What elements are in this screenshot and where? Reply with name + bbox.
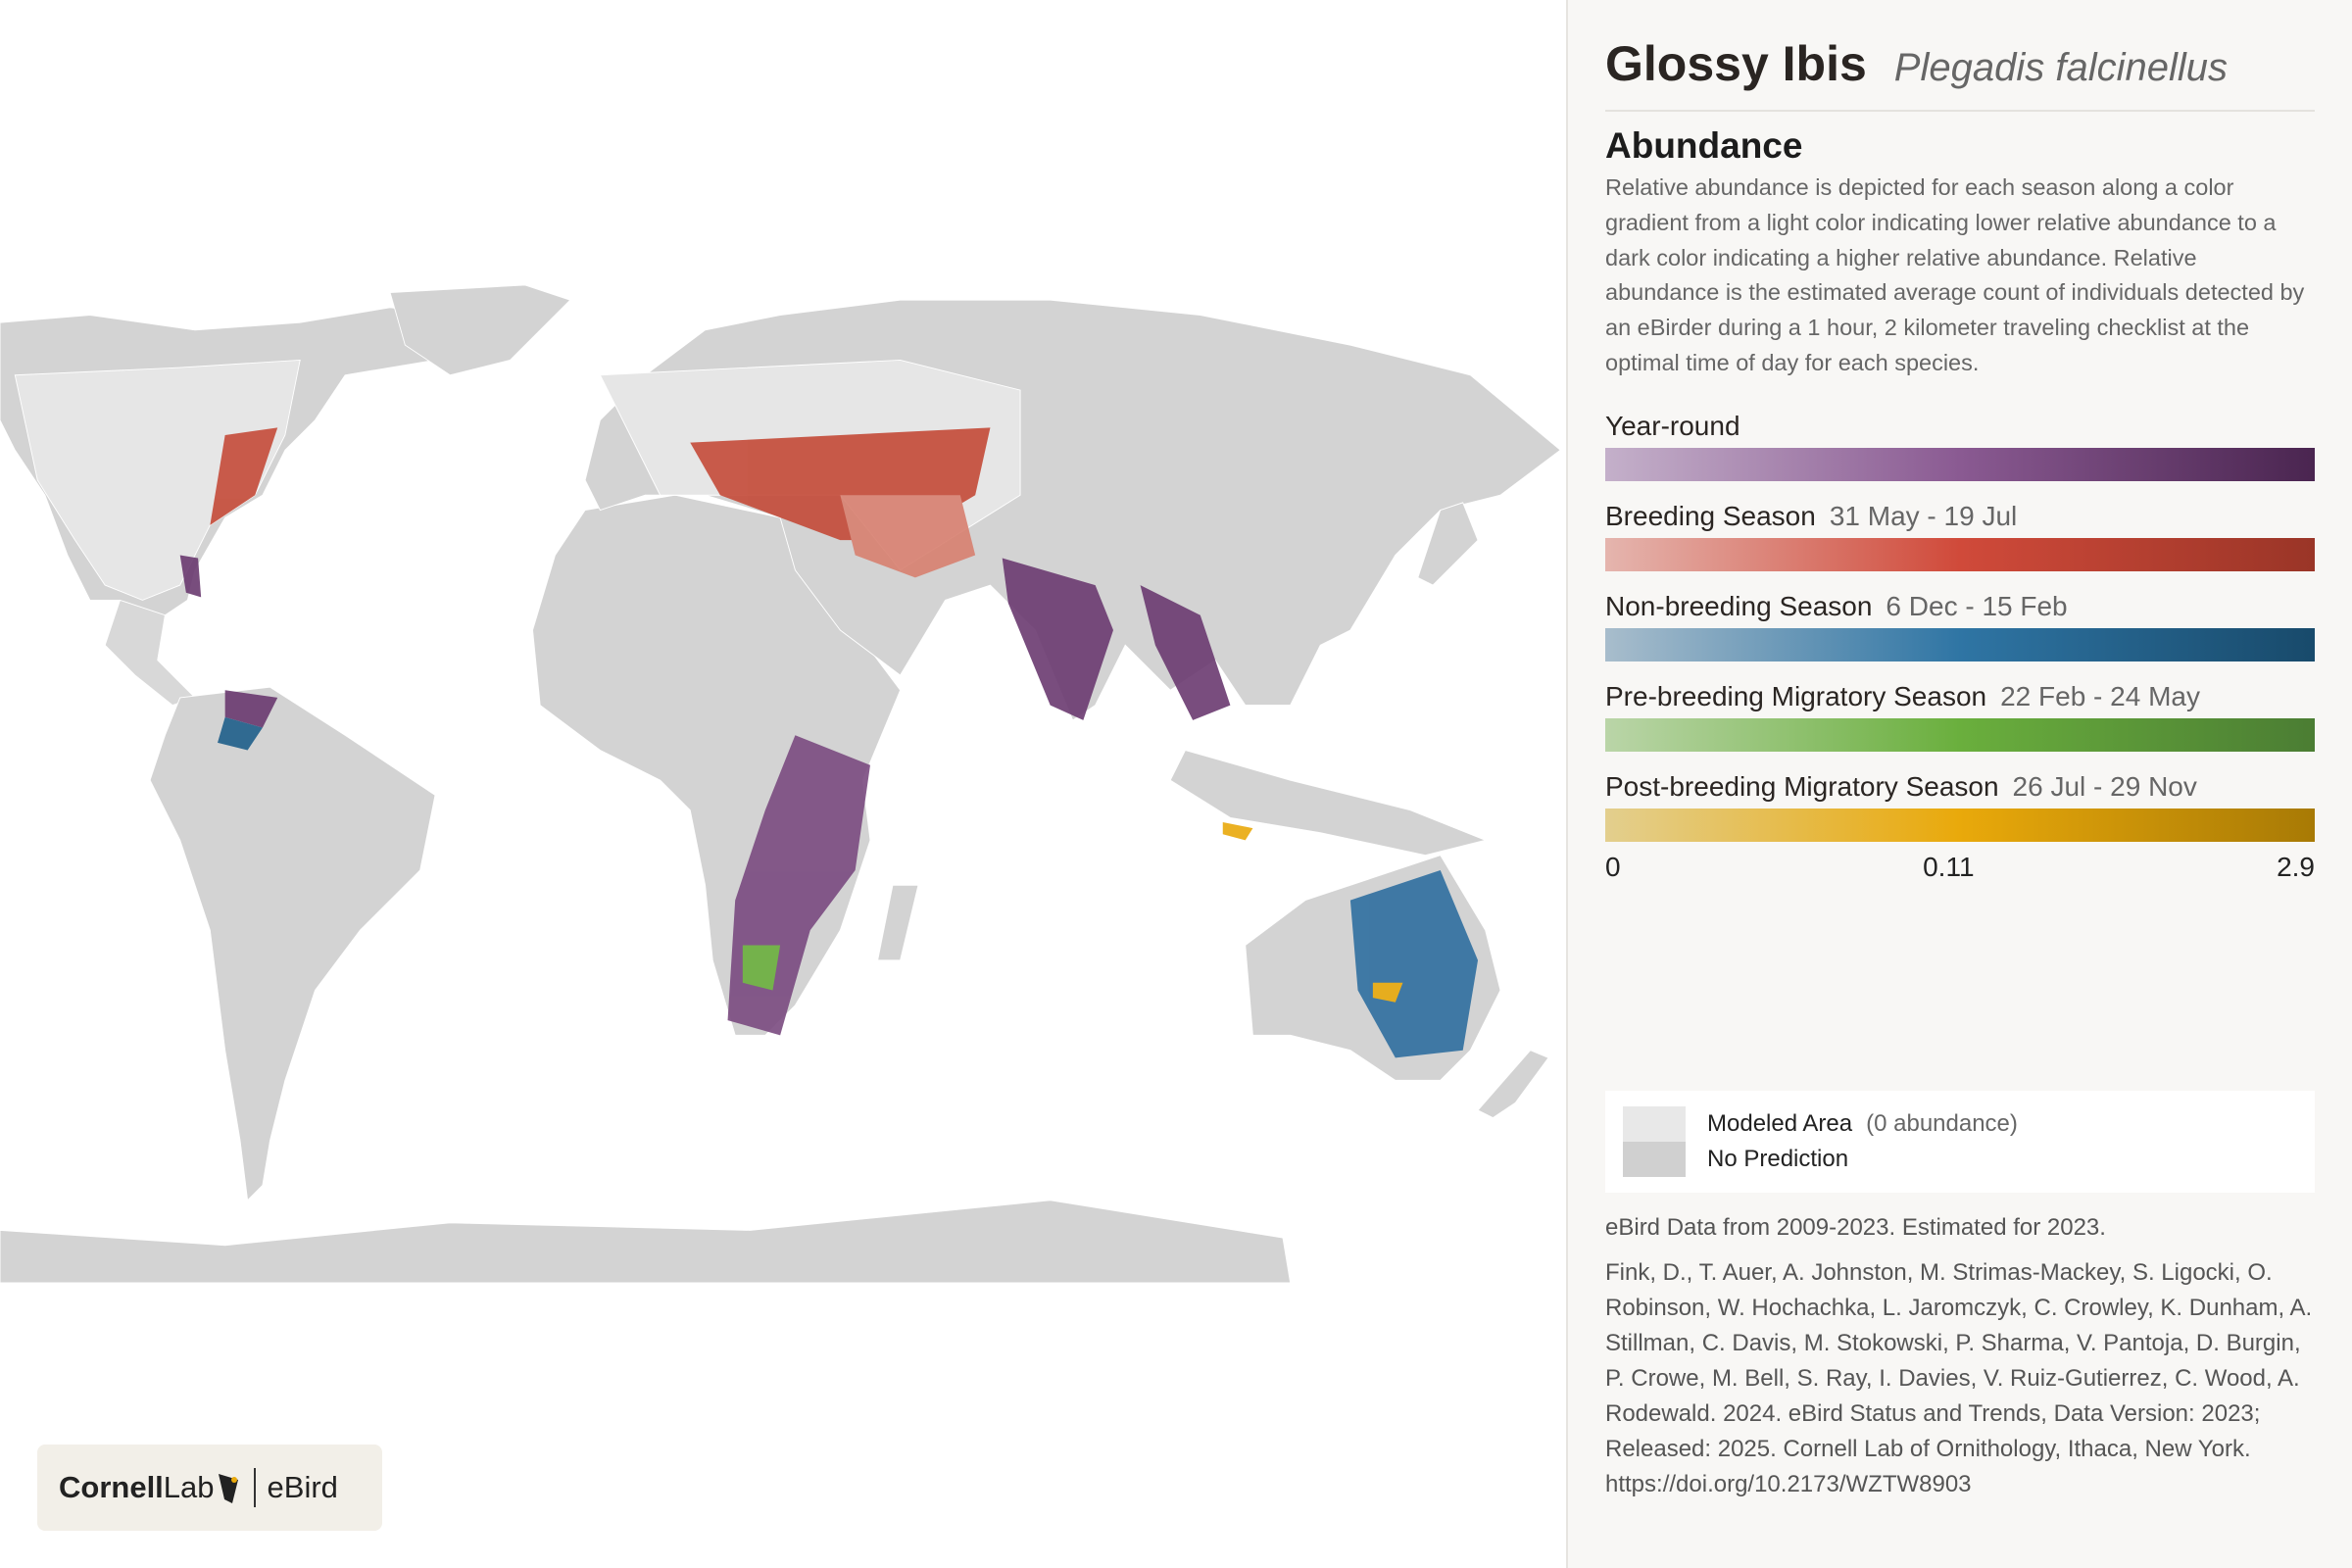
map bbox=[0, 284, 1561, 1284]
color-bar bbox=[1605, 627, 2315, 662]
legend-label: No Prediction bbox=[1707, 1145, 1849, 1172]
abundance-year-round bbox=[1002, 558, 1114, 720]
citation: Fink, D., T. Auer, A. Johnston, M. Strim… bbox=[1605, 1258, 2313, 1497]
south-america bbox=[149, 686, 436, 1201]
basemap bbox=[0, 284, 1561, 1284]
abundance-year-round bbox=[1140, 585, 1231, 720]
season: Year-round bbox=[1605, 405, 2315, 481]
scale-labels: 0 0.11 2.9 bbox=[1605, 852, 2315, 883]
logo-org-suffix: Lab bbox=[163, 1470, 215, 1504]
scale-label: 0.11 bbox=[1923, 851, 1975, 882]
legend-swatch bbox=[1623, 1105, 1686, 1142]
abundance-non-breeding bbox=[217, 716, 263, 751]
season-name: Post-breeding Migratory Season bbox=[1605, 770, 1999, 802]
legend-note: (0 abundance) bbox=[1866, 1109, 2018, 1137]
greenland bbox=[389, 284, 571, 376]
color-bar bbox=[1605, 808, 2315, 842]
abundance-non-breeding bbox=[1349, 869, 1479, 1058]
japan bbox=[1417, 502, 1479, 586]
abundance-layer bbox=[179, 427, 1479, 1058]
scientific-name: Plegadis falcinellus bbox=[1893, 46, 2228, 89]
scale-label: 2.9 bbox=[2277, 851, 2315, 882]
season-dates: 6 Dec - 15 Feb bbox=[1886, 590, 2068, 621]
abundance-breeding bbox=[840, 495, 976, 578]
new-zealand bbox=[1477, 1050, 1549, 1119]
logo-bird bbox=[218, 1474, 238, 1503]
season-label: Breeding Season 31 May - 19 Jul bbox=[1605, 495, 2315, 538]
legend-swatch bbox=[1623, 1141, 1686, 1177]
legend-item: No Prediction bbox=[1623, 1141, 2297, 1177]
logo-product: eBird bbox=[267, 1470, 338, 1504]
season-dates: 22 Feb - 24 May bbox=[2000, 680, 2200, 711]
central-america bbox=[104, 599, 196, 707]
legend-label: Modeled Area bbox=[1707, 1109, 1853, 1137]
data-note: eBird Data from 2009-2023. Estimated for… bbox=[1605, 1213, 2106, 1241]
color-bar bbox=[1605, 447, 2315, 481]
scale-label: 0 bbox=[1605, 851, 1621, 882]
season-name: Non-breeding Season bbox=[1605, 590, 1873, 621]
abundance-year-round bbox=[179, 555, 202, 598]
legend: Modeled Area (0 abundance) No Prediction bbox=[1605, 1090, 2315, 1193]
season: Pre-breeding Migratory Season 22 Feb - 24… bbox=[1605, 675, 2315, 752]
north-america-modeled bbox=[14, 359, 301, 601]
season-dates: 31 May - 19 Jul bbox=[1829, 500, 2018, 531]
color-bar bbox=[1605, 717, 2315, 752]
season-name: Pre-breeding Migratory Season bbox=[1605, 680, 1987, 711]
season-label: Post-breeding Migratory Season 26 Jul - 2… bbox=[1605, 765, 2315, 808]
antarctica bbox=[0, 1200, 1292, 1284]
season: Non-breeding Season 6 Dec - 15 Feb bbox=[1605, 585, 2315, 662]
season: Breeding Season 31 May - 19 Jul bbox=[1605, 495, 2315, 571]
header: Glossy Ibis Plegadis falcinellus bbox=[1605, 35, 2315, 112]
info-panel: Glossy Ibis Plegadis falcinellus Abundan… bbox=[1566, 0, 2352, 1568]
season-label: Pre-breeding Migratory Season 22 Feb - 24… bbox=[1605, 675, 2315, 718]
abundance-year-round bbox=[224, 690, 278, 728]
abundance-pre-breeding bbox=[742, 945, 781, 991]
season-label: Non-breeding Season 6 Dec - 15 Feb bbox=[1605, 585, 2315, 628]
abundance-post-breeding bbox=[1222, 821, 1253, 841]
indonesia bbox=[1169, 749, 1488, 857]
season-name: Breeding Season bbox=[1605, 500, 1816, 531]
season-name: Year-round bbox=[1605, 410, 1740, 441]
season-scales: Year-round Breeding Season 31 May - 19 Jul… bbox=[1605, 405, 2315, 842]
season: Post-breeding Migratory Season 26 Jul - 2… bbox=[1605, 765, 2315, 842]
season-dates: 26 Jul - 29 Nov bbox=[2012, 770, 2197, 802]
logo-org: Cornell bbox=[59, 1470, 164, 1504]
legend-item: Modeled Area (0 abundance) bbox=[1623, 1105, 2297, 1142]
common-name: Glossy Ibis bbox=[1605, 36, 1867, 91]
section-title: Abundance bbox=[1605, 125, 1803, 166]
logo: Cornell Lab eBird bbox=[37, 1445, 382, 1531]
madagascar bbox=[877, 884, 919, 961]
abundance-post-breeding bbox=[1372, 982, 1403, 1003]
color-bar bbox=[1605, 537, 2315, 571]
logo-separator bbox=[253, 1468, 256, 1507]
abundance-breeding bbox=[210, 427, 278, 525]
description: Relative abundance is depicted for each … bbox=[1605, 174, 2305, 375]
season-label: Year-round bbox=[1605, 405, 2315, 448]
